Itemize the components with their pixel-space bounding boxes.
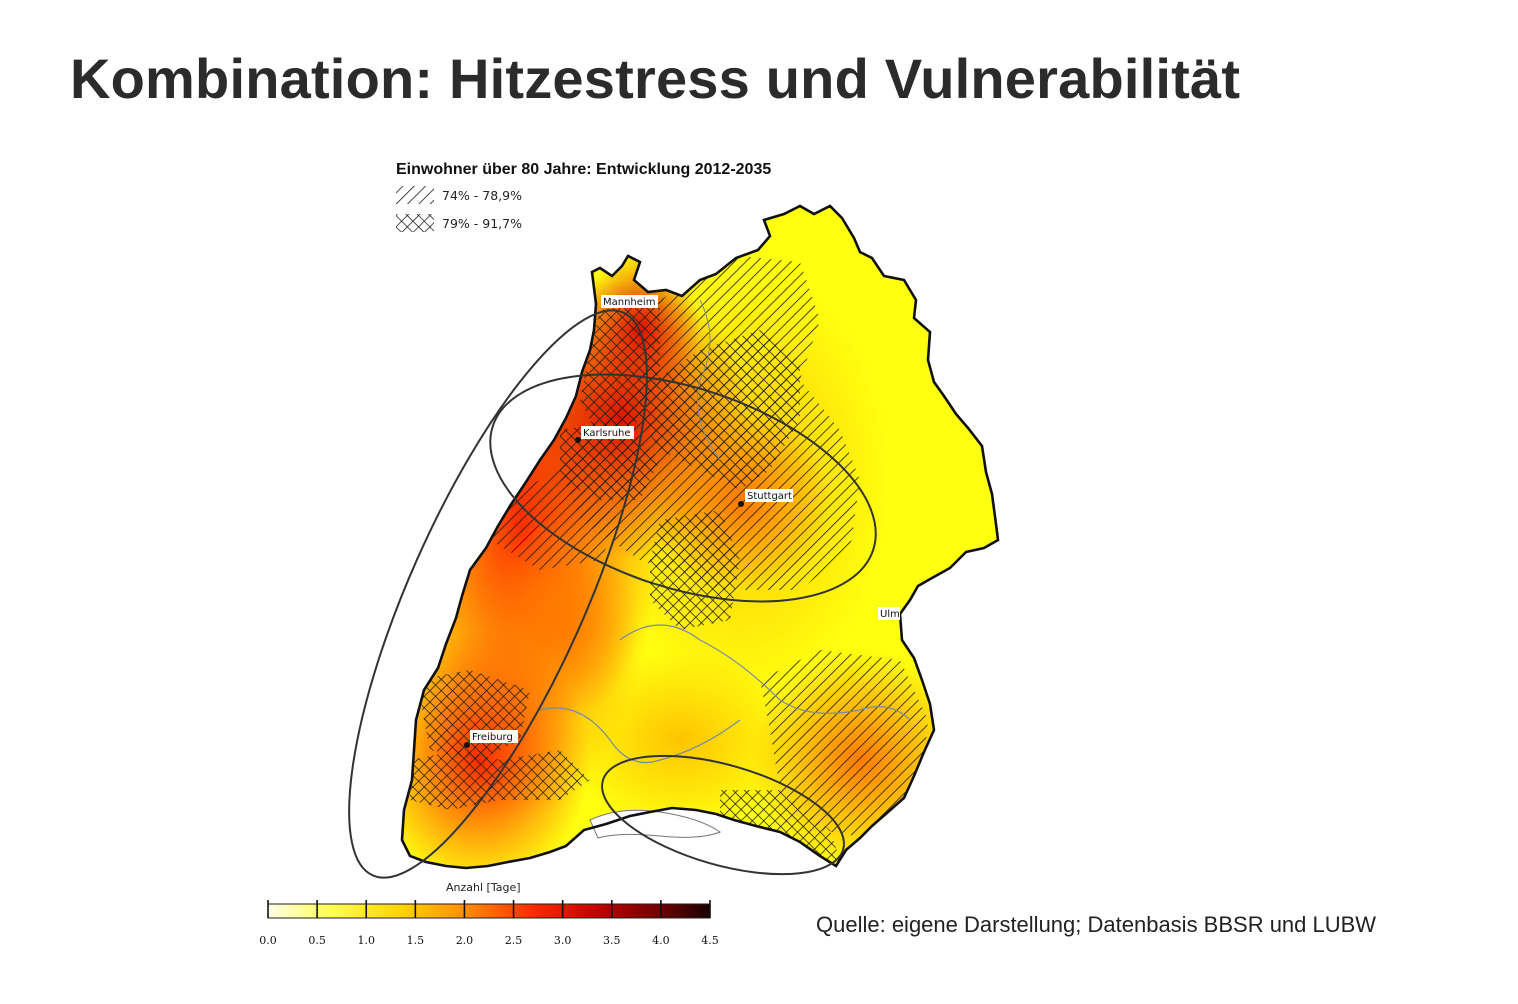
- city-label-box: [878, 607, 900, 620]
- cross-region-center: [640, 330, 800, 490]
- cross-region-south-stuttgart: [650, 510, 740, 630]
- legend-item-label: 74% - 78,9%: [442, 188, 522, 203]
- state-map: [400, 204, 1000, 870]
- river-neckar: [697, 299, 721, 461]
- colorbar: Anzahl [Tage] 0.0 0.5 1.0 1.5 2.0 2.5 3.0 3.5 4.…: [259, 881, 719, 947]
- city-label-freiburg: Freiburg: [472, 732, 513, 743]
- colorbar-title: Anzahl [Tage]: [446, 881, 521, 894]
- city-label-mannheim: Mannheim: [603, 297, 655, 308]
- colorbar-tick-label: 4.0: [652, 934, 670, 947]
- hatch-region-southeast: [760, 650, 928, 840]
- colorbar-tick-label: 4.5: [701, 934, 719, 947]
- city-dot-freiburg: [464, 742, 470, 748]
- source-note: Quelle: eigene Darstellung; Datenbasis B…: [816, 912, 1377, 937]
- colorbar-tick-label: 3.0: [554, 934, 572, 947]
- legend-swatch-cross-hatch: [396, 214, 434, 232]
- colorbar-tick-label: 0.5: [308, 934, 326, 947]
- city-label-box: [745, 489, 793, 502]
- colorbar-tick-label: 2.5: [505, 934, 523, 947]
- city-markers: Mannheim Karlsruhe Stuttgart Ulm Freibur…: [464, 295, 900, 748]
- ellipse-bodensee: [601, 754, 845, 876]
- legend: Einwohner über 80 Jahre: Entwicklung 201…: [396, 161, 771, 232]
- colorbar-tick-label: 3.5: [603, 934, 621, 947]
- city-dot-stuttgart: [738, 501, 744, 507]
- colorbar-ticks: 0.0 0.5 1.0 1.5 2.0 2.5 3.0 3.5 4.0 4.5: [259, 900, 719, 947]
- city-label-box: [601, 295, 658, 308]
- city-label-stuttgart: Stuttgart: [747, 491, 792, 502]
- colorbar-tick-label: 1.0: [357, 934, 375, 947]
- colorbar-tick-label: 0.0: [259, 934, 277, 947]
- cross-region-freiburg-south: [410, 750, 590, 810]
- city-dot-karlsruhe: [575, 437, 581, 443]
- colorbar-tick-label: 2.0: [456, 934, 474, 947]
- ellipse-rhine-valley: [348, 309, 648, 879]
- legend-title: Einwohner über 80 Jahre: Entwicklung 201…: [396, 161, 771, 178]
- city-label-box: [470, 730, 518, 743]
- cross-region-bodensee: [720, 790, 840, 860]
- colorbar-tick-label: 1.5: [407, 934, 425, 947]
- city-label-karlsruhe: Karlsruhe: [583, 428, 631, 439]
- city-label-ulm: Ulm: [880, 609, 900, 620]
- hatch-region-west: [490, 470, 620, 570]
- slide-title: Kombination: Hitzestress und Vulnerabili…: [70, 47, 1241, 110]
- colorbar-gradient: [267, 903, 711, 919]
- river-danube: [619, 624, 911, 721]
- highlight-ellipses: [348, 309, 877, 879]
- legend-swatch-diagonal-hatch: [396, 186, 434, 204]
- cross-region-karlsruhe: [560, 420, 660, 500]
- legend-item-label: 79% - 91,7%: [442, 216, 522, 231]
- ellipse-north-cluster: [489, 373, 877, 603]
- city-label-box: [581, 426, 634, 439]
